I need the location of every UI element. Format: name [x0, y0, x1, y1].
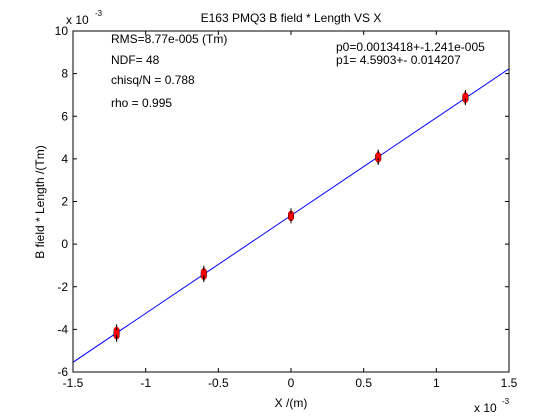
x-multiplier-base: x 10 — [474, 401, 497, 415]
y-tick-label: 10 — [55, 24, 69, 38]
y-axis-multiplier: x 10 -3 — [66, 9, 103, 27]
data-point — [375, 150, 382, 161]
y-axis-ticks: -6 -4 -2 0 2 4 6 8 10 — [55, 24, 509, 379]
x-tick-label: 0 — [288, 376, 295, 390]
x-tick-label: -1 — [140, 376, 151, 390]
y-tick-label: -4 — [57, 322, 68, 336]
rms-annotation: RMS=8.77e-005 (Tm) — [111, 32, 227, 46]
y-tick-label: -2 — [57, 280, 68, 294]
y-tick-label: 8 — [61, 67, 68, 81]
x-tick-label: -0.5 — [208, 376, 229, 390]
plot-area — [73, 31, 509, 372]
y-tick-label: 4 — [61, 152, 68, 166]
data-point — [200, 267, 207, 278]
x-axis-multiplier: x 10 -3 — [474, 397, 510, 415]
y-axis-label: B field * Length /(Tm) — [33, 145, 47, 258]
y-tick-label: 6 — [61, 109, 68, 123]
x-axis-label: X /(m) — [275, 396, 308, 410]
p1-annotation: p1= 4.5903+- 0.014207 — [336, 53, 461, 67]
rho-annotation: rho = 0.995 — [111, 96, 172, 110]
ndf-annotation: NDF= 48 — [111, 53, 160, 67]
x-tick-label: 1.5 — [501, 376, 518, 390]
x-multiplier-exponent: -3 — [502, 397, 510, 406]
chart-title: E163 PMQ3 B field * Length VS X — [201, 11, 382, 25]
x-tick-label: -1.5 — [63, 376, 84, 390]
chisq-annotation: chisq/N = 0.788 — [111, 73, 195, 87]
fit-statistics: RMS=8.77e-005 (Tm) NDF= 48 chisq/N = 0.7… — [111, 32, 485, 110]
y-tick-label: 0 — [61, 237, 68, 251]
data-point — [462, 91, 469, 102]
y-tick-label: 2 — [61, 195, 68, 209]
x-tick-label: 1 — [433, 376, 440, 390]
data-point — [113, 327, 120, 338]
y-multiplier-base: x 10 — [66, 13, 89, 27]
x-tick-label: 0.5 — [355, 376, 372, 390]
p0-annotation: p0=0.0013418+-1.241e-005 — [336, 40, 485, 54]
x-axis-ticks: -1.5 -1 -0.5 0 0.5 1 1.5 — [63, 31, 518, 390]
data-point — [288, 211, 294, 222]
data-markers — [113, 89, 469, 342]
y-multiplier-exponent: -3 — [95, 9, 103, 18]
y-tick-label: -6 — [57, 365, 68, 379]
